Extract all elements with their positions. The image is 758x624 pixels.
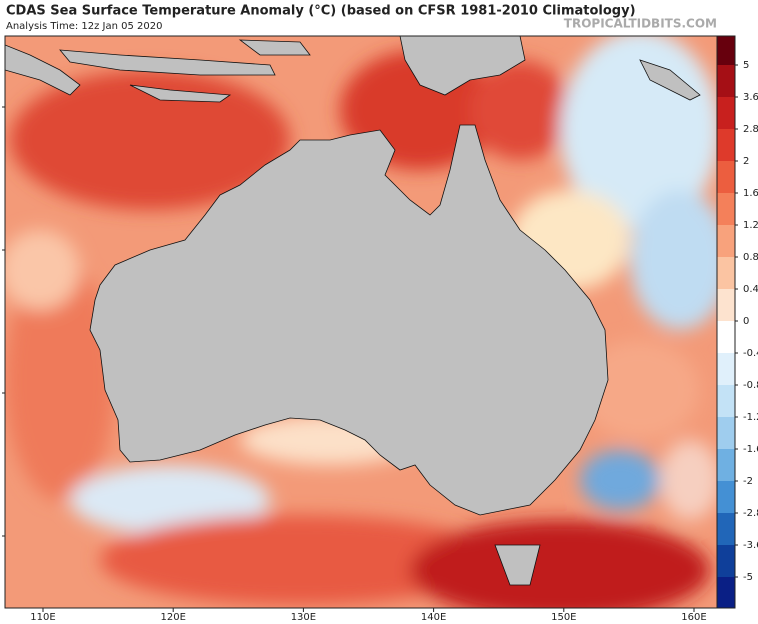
colorbar-tick-label: -5 bbox=[743, 572, 753, 583]
colorbar-band bbox=[717, 385, 735, 417]
colorbar: 5 3.6 2.8 2 1.6 1.2 0.8 0.4 0 -0.4 -0.8 -1.2 -1.6 -2 -… bbox=[716, 35, 758, 609]
longitude-label: 160E bbox=[681, 612, 706, 623]
colorbar-tick-label: 3.6 bbox=[743, 92, 758, 103]
colorbar-tick-label: -3.6 bbox=[743, 540, 758, 551]
colorbar-tick-label: 1.6 bbox=[743, 188, 758, 199]
colorbar-band bbox=[717, 36, 735, 65]
colorbar-band bbox=[717, 481, 735, 513]
colorbar-band bbox=[717, 289, 735, 321]
colorbar-band bbox=[717, 321, 735, 353]
colorbar-tick-label: -1.2 bbox=[743, 412, 758, 423]
colorbar-tick-label: -0.4 bbox=[743, 348, 758, 359]
longitude-label: 130E bbox=[291, 612, 316, 623]
colorbar-band bbox=[717, 193, 735, 225]
sst-field bbox=[5, 36, 717, 608]
colorbar-band bbox=[717, 513, 735, 545]
colorbar-band bbox=[717, 353, 735, 385]
longitude-label: 150E bbox=[551, 612, 576, 623]
colorbar-band bbox=[717, 257, 735, 289]
colorbar-band bbox=[717, 545, 735, 577]
longitude-label: 140E bbox=[421, 612, 446, 623]
colorbar-band bbox=[717, 225, 735, 257]
colorbar-band bbox=[717, 65, 735, 97]
land bbox=[5, 36, 701, 586]
colorbar-tick-label: 1.2 bbox=[743, 220, 758, 231]
colorbar-tick-label: -0.8 bbox=[743, 380, 758, 391]
title: CDAS Sea Surface Temperature Anomaly (°C… bbox=[6, 4, 636, 19]
colorbar-band bbox=[717, 577, 735, 608]
longitude-label: 110E bbox=[30, 612, 55, 623]
colorbar-tick-label: 0.8 bbox=[743, 252, 758, 263]
colorbar-band bbox=[717, 449, 735, 481]
colorbar-frame bbox=[716, 35, 736, 609]
longitude-labels: 110E 120E 130E 140E 150E 160E bbox=[30, 608, 707, 623]
longitude-label: 120E bbox=[160, 612, 185, 623]
subtitle: Analysis Time: 12z Jan 05 2020 bbox=[6, 21, 163, 32]
colorbar-tick-label: 2.8 bbox=[743, 124, 758, 135]
colorbar-tick-label: -2 bbox=[743, 476, 753, 487]
colorbar-tick-label: -1.6 bbox=[743, 444, 758, 455]
colorbar-tick-label: 2 bbox=[743, 156, 749, 167]
colorbar-band bbox=[717, 417, 735, 449]
colorbar-tick-label: 0.4 bbox=[743, 284, 758, 295]
colorbar-tick-label: 0 bbox=[743, 316, 749, 327]
colorbar-band bbox=[717, 97, 735, 129]
colorbar-tick-label: 5 bbox=[743, 60, 749, 71]
colorbar-band bbox=[717, 129, 735, 161]
watermark: TROPICALTIDBITS.COM bbox=[564, 17, 717, 31]
colorbar-tick-label: -2.8 bbox=[743, 508, 758, 519]
colorbar-band bbox=[717, 161, 735, 193]
